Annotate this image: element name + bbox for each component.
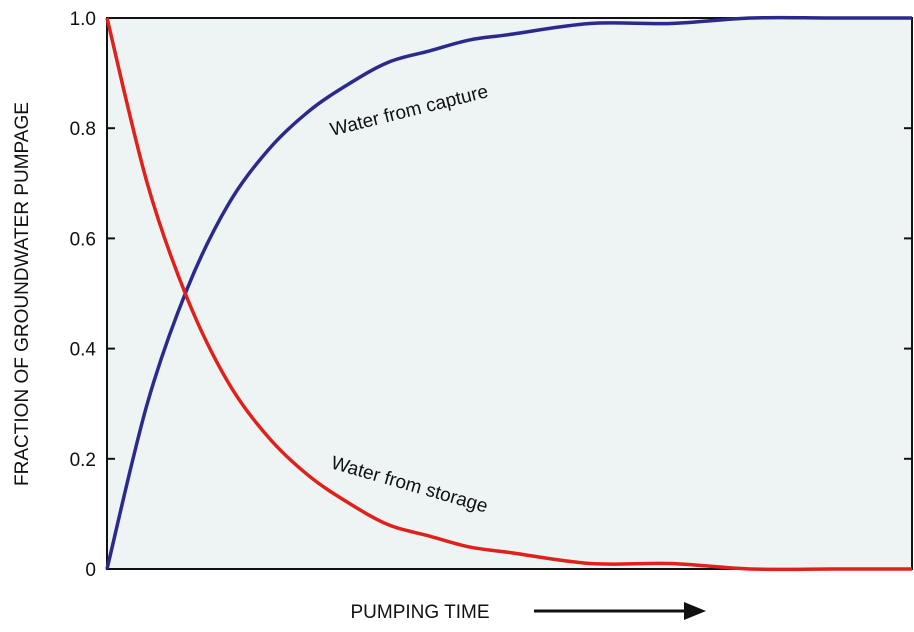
y-axis-label: FRACTION OF GROUNDWATER PUMPAGE: [12, 102, 33, 486]
line-series: [105, 17, 912, 572]
plot-background: [106, 17, 913, 570]
y-tick-label: 0.4: [70, 340, 97, 361]
y-tick-label: 0.8: [70, 119, 96, 140]
time-arrow-head: [684, 602, 706, 620]
y-tick-label: 1.0: [70, 9, 96, 30]
y-tick-label: 0.2: [70, 450, 96, 471]
y-tick-label: 0: [85, 560, 96, 581]
x-axis-label: PUMPING TIME: [351, 602, 490, 623]
y-tick-label: 0.6: [70, 229, 96, 250]
